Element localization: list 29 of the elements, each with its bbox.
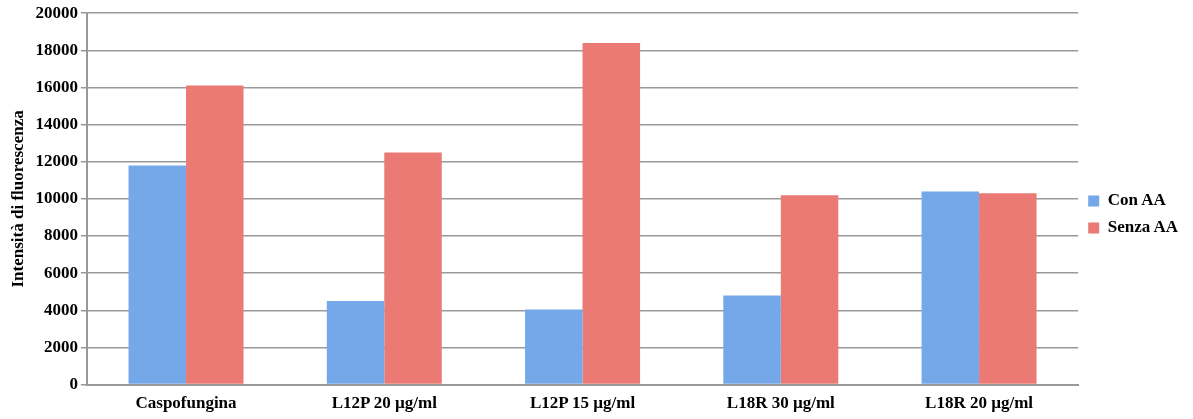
x-tick-label: L12P 20 µg/ml — [331, 393, 438, 413]
bar — [723, 295, 781, 384]
y-tick-label: 12000 — [35, 151, 78, 171]
y-tick-label: 18000 — [35, 39, 78, 59]
bar — [979, 193, 1037, 384]
y-axis-title: Intensità di fluorescenza — [7, 109, 27, 288]
bar — [186, 85, 244, 384]
y-tick-label: 4000 — [43, 299, 78, 319]
bar — [582, 42, 641, 384]
x-tick-label: L12P 15 µg/ml — [529, 393, 636, 413]
y-tick-label: 6000 — [43, 262, 78, 282]
y-tick-label: 8000 — [43, 225, 78, 245]
legend-label: Senza AA — [1107, 217, 1179, 237]
x-tick-label: L18R 30 µg/ml — [726, 393, 836, 413]
bar — [128, 165, 187, 384]
bar — [525, 309, 583, 384]
y-tick-label: 0 — [69, 373, 78, 393]
x-tick-label: Caspofungina — [135, 393, 238, 413]
x-tick-label: L18R 20 µg/ml — [925, 393, 1034, 413]
legend-label: Con AA — [1107, 190, 1167, 210]
bar — [921, 191, 980, 384]
y-tick-label: 20000 — [35, 2, 78, 22]
bar — [384, 152, 442, 384]
y-tick-label: 16000 — [35, 76, 78, 96]
bar — [326, 301, 385, 384]
bar — [780, 195, 839, 384]
y-tick-label: 10000 — [35, 188, 78, 208]
y-tick-label: 2000 — [43, 336, 78, 356]
y-tick-label: 14000 — [35, 114, 78, 134]
